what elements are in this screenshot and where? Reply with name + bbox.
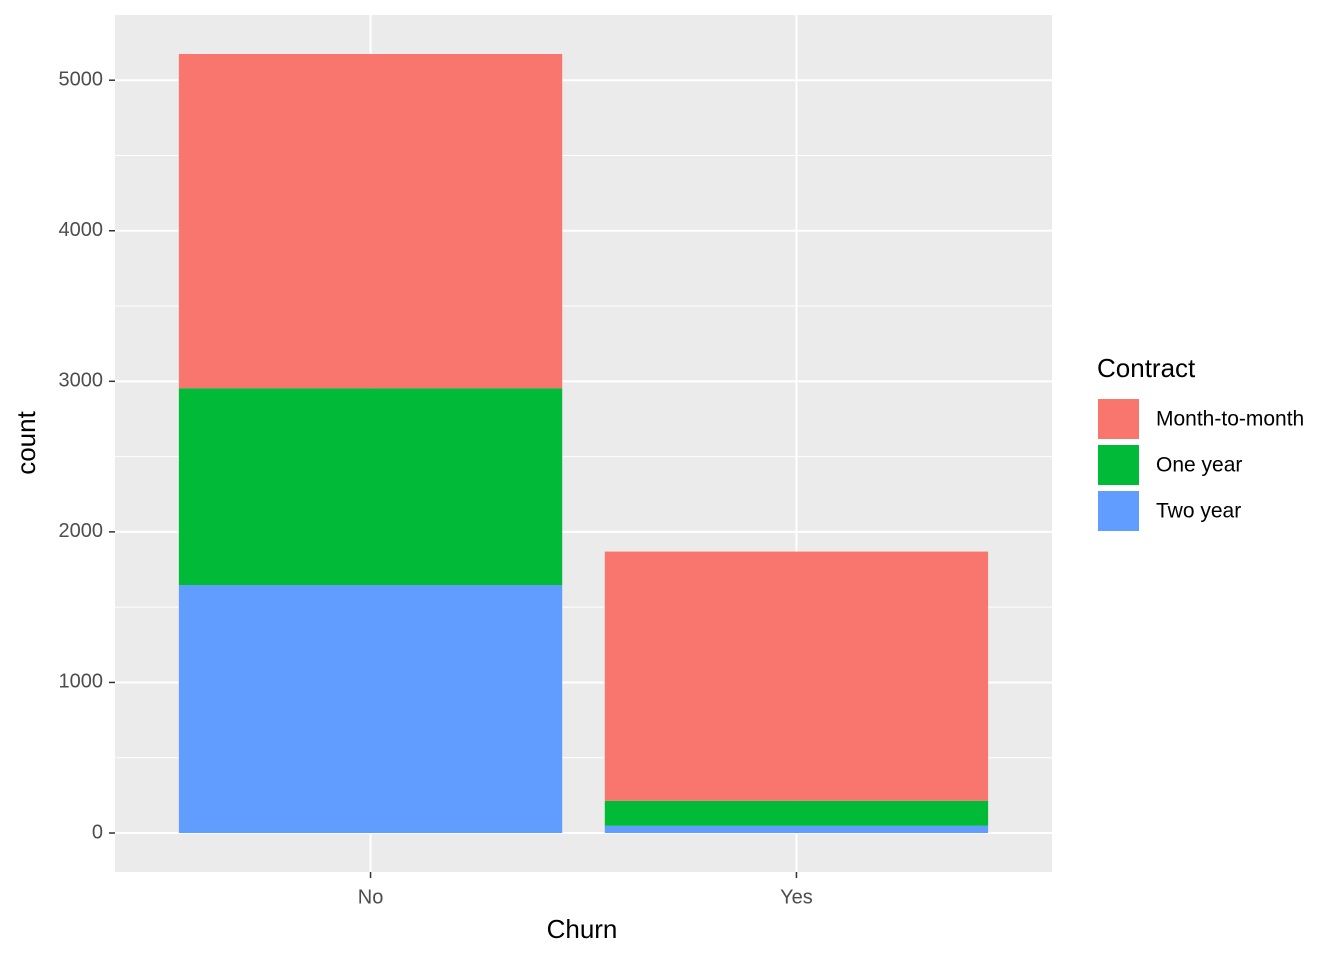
bar-segment xyxy=(604,825,989,834)
legend-key xyxy=(1096,443,1141,487)
y-tick-label: 3000 xyxy=(59,370,104,392)
y-tick-label: 5000 xyxy=(59,68,104,90)
y-axis-title: count xyxy=(11,410,41,474)
legend-key xyxy=(1096,489,1141,533)
bar-segment xyxy=(178,53,563,389)
bar-segment xyxy=(604,800,989,826)
x-tick-label: No xyxy=(358,886,384,908)
x-tick-label: Yes xyxy=(780,886,813,908)
x-axis-title: Churn xyxy=(547,914,618,944)
legend-label: Month-to-month xyxy=(1156,408,1304,431)
y-tick-label: 0 xyxy=(92,821,103,843)
bar-segment xyxy=(178,388,563,586)
bar-segment xyxy=(178,585,563,834)
y-tick-label: 4000 xyxy=(59,219,104,241)
legend-label: Two year xyxy=(1156,500,1241,523)
y-tick-label: 1000 xyxy=(59,671,104,693)
legend-label: One year xyxy=(1156,454,1242,477)
legend-title: Contract xyxy=(1097,353,1196,383)
bar-segment xyxy=(604,551,989,801)
legend-key xyxy=(1096,397,1141,441)
y-tick-label: 2000 xyxy=(59,520,104,542)
